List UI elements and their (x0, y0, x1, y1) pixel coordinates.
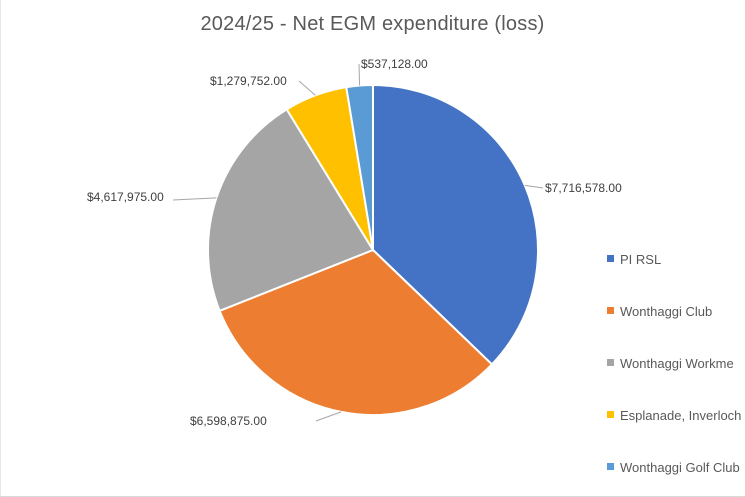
legend-label-2: Wonthaggi Club (620, 304, 712, 319)
legend-swatch-1 (607, 255, 614, 262)
pie-slice-1 (372, 83, 539, 366)
legend-label-5: Wonthaggi Golf Club (620, 460, 740, 475)
data-label-4: $1,279,752.00 (210, 74, 287, 88)
leader-line-1 (524, 184, 544, 189)
legend-swatch-5 (607, 463, 614, 470)
data-label-3: $4,617,975.00 (87, 190, 164, 204)
legend-label-4: Esplanade, Inverloch (620, 408, 741, 423)
data-label-2: $6,598,875.00 (190, 414, 267, 428)
leader-line-4 (298, 80, 316, 96)
legend-swatch-4 (607, 411, 614, 418)
legend-swatch-3 (607, 359, 614, 366)
pie-slice-2 (218, 248, 494, 416)
leader-line-2 (315, 411, 342, 422)
legend-label-1: PI RSL (620, 252, 661, 267)
data-label-5: $537,128.00 (361, 57, 428, 71)
leader-line-3 (172, 197, 217, 201)
legend-label-3: Wonthaggi Workme (620, 356, 734, 371)
leader-line-5 (358, 63, 361, 86)
data-label-1: $7,716,578.00 (545, 181, 622, 195)
chart-title: 2024/25 - Net EGM expenditure (loss) (200, 13, 545, 35)
legend-swatch-2 (607, 307, 614, 314)
